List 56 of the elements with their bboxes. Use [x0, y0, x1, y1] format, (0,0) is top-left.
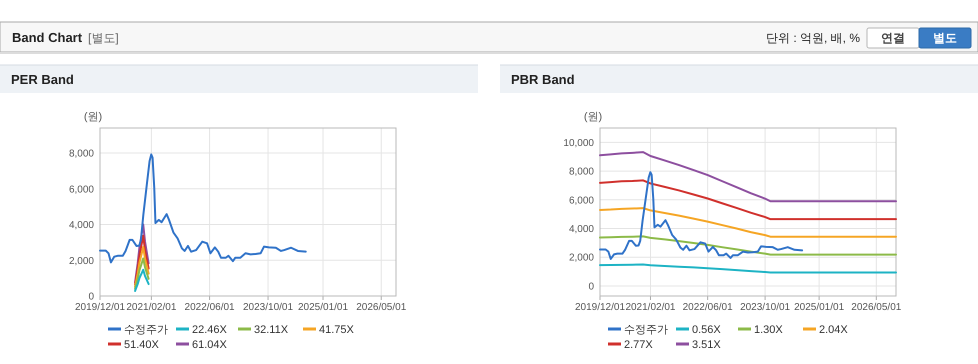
legend-label: 32.11X [254, 324, 289, 336]
x-tick-label: 2022/06/01 [682, 302, 734, 313]
x-tick-label: 2022/06/01 [184, 302, 236, 313]
y-tick-label: 2,000 [68, 256, 94, 267]
legend-label: 1.30X [754, 324, 784, 336]
legend-label: 22.46X [192, 324, 228, 336]
legend-label: 수정주가 [624, 324, 668, 336]
line-series [134, 268, 150, 292]
x-tick-label: 2021/02/01 [625, 302, 676, 313]
x-tick-label: 2021/02/01 [126, 302, 177, 313]
chart-title: PBR Band [511, 72, 575, 87]
line-series [134, 257, 150, 290]
y-tick-label: 6,000 [568, 195, 594, 206]
y-tick-label: 0 [88, 292, 94, 302]
text: 단위 : 억원, 배, % [766, 31, 860, 45]
legend-label: 3.51X [692, 339, 722, 351]
line-series [99, 153, 307, 264]
y-tick-label: 8,000 [68, 148, 94, 160]
legend-label: 2.04X [819, 324, 848, 336]
y-tick-label: 4,000 [568, 224, 594, 236]
legend-label: 51.40X [124, 339, 160, 351]
text: Band Chart [12, 30, 83, 45]
y-axis-title: (원) [584, 111, 602, 123]
y-axis-title: (원) [84, 111, 102, 123]
line-series [599, 264, 897, 274]
x-tick-label: 2026/05/01 [356, 302, 407, 313]
legend-label: 수정주가 [124, 324, 168, 336]
y-tick-label: 4,000 [68, 220, 94, 232]
line-series [599, 171, 804, 260]
y-tick-label: 8,000 [568, 166, 594, 178]
y-tick-label: 0 [588, 281, 594, 292]
legend-label: 0.56X [692, 324, 722, 336]
line-series [134, 224, 150, 284]
line-series [134, 234, 150, 286]
text: 별도 [933, 31, 957, 45]
x-tick-label: 2025/01/01 [794, 302, 845, 313]
legend-label: 61.04X [192, 339, 228, 351]
y-tick-label: 10,000 [563, 138, 594, 149]
text: 연결 [881, 31, 905, 45]
x-tick-label: 2023/10/01 [740, 302, 791, 313]
y-tick-label: 6,000 [68, 184, 94, 196]
x-tick-label: 2026/05/01 [851, 302, 902, 313]
line-series [599, 179, 897, 220]
x-tick-label: 2019/12/01 [74, 302, 126, 313]
legend-label: 2.77X [624, 339, 654, 351]
line-series [599, 207, 897, 238]
line-series [134, 246, 150, 288]
x-tick-label: 2023/10/01 [243, 302, 294, 313]
x-tick-label: 2019/12/01 [574, 302, 626, 313]
line-series [599, 235, 897, 256]
text: [별도] [88, 31, 119, 45]
legend-label: 41.75X [319, 324, 355, 336]
x-tick-label: 2025/01/01 [298, 302, 348, 313]
line-series [599, 151, 897, 202]
y-tick-label: 2,000 [568, 252, 594, 264]
chart-title: PER Band [11, 72, 74, 87]
